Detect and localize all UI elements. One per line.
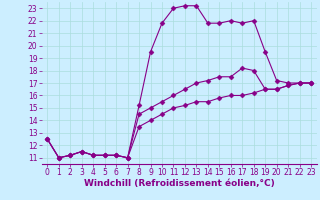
X-axis label: Windchill (Refroidissement éolien,°C): Windchill (Refroidissement éolien,°C) xyxy=(84,179,275,188)
